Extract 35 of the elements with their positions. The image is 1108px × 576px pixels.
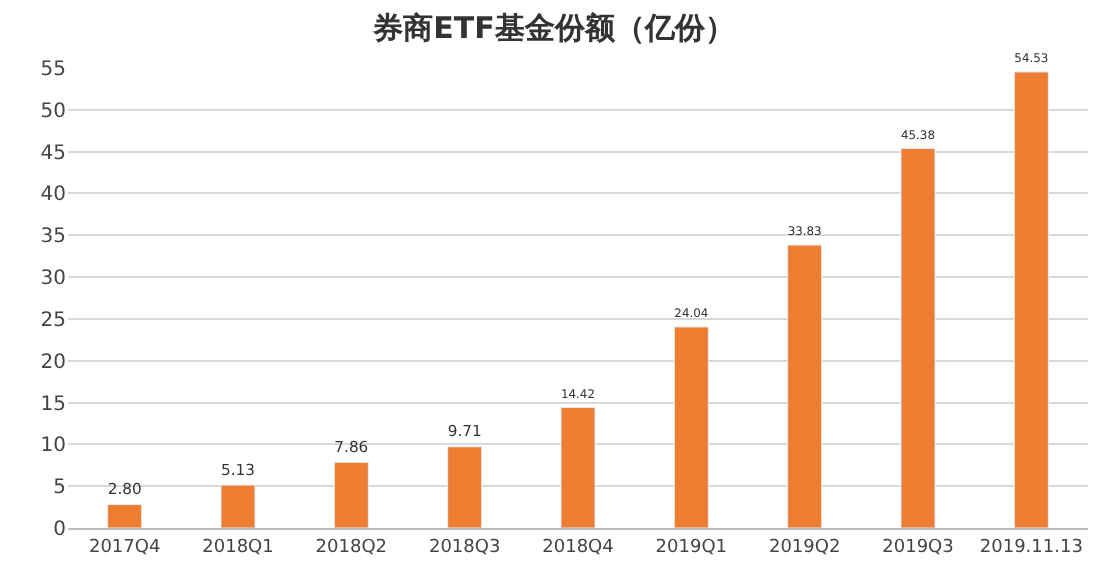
y-tick-label: 10 — [40, 435, 66, 458]
bar — [220, 484, 256, 528]
y-tick-label: 55 — [40, 59, 66, 81]
data-label: 2.80 — [107, 480, 142, 498]
bar — [107, 504, 143, 528]
bar — [447, 446, 483, 528]
y-tick-label: 35 — [40, 226, 66, 249]
y-tick-label: 25 — [40, 309, 66, 332]
x-tick-label: 2018Q2 — [315, 537, 388, 558]
chart-title: 券商ETF基金份额（亿份） — [371, 10, 735, 47]
y-tick-label: 40 — [40, 184, 66, 207]
x-tick-label: 2019Q1 — [655, 537, 728, 558]
y-tick-label: 0 — [53, 519, 66, 541]
bar — [673, 326, 709, 528]
bar — [560, 406, 596, 528]
y-tick-label: 5 — [53, 477, 66, 500]
y-tick-label: 15 — [40, 393, 66, 416]
x-tick-label: 2017Q4 — [88, 537, 161, 558]
x-tick-label: 2018Q4 — [542, 537, 615, 558]
y-tick-label: 30 — [40, 268, 66, 291]
bar — [333, 461, 369, 528]
data-label: 9.71 — [447, 422, 482, 441]
x-tick-label: 2019.11.13 — [979, 537, 1083, 558]
bar — [900, 147, 936, 528]
data-label: 7.86 — [334, 437, 369, 456]
x-tick-label: 2019Q2 — [768, 537, 841, 558]
data-label: 5.13 — [221, 460, 256, 479]
y-tick-label: 20 — [40, 351, 66, 374]
x-tick-label: 2018Q3 — [428, 537, 501, 558]
y-tick-label: 50 — [40, 100, 66, 123]
bar — [787, 244, 823, 528]
y-tick-label: 45 — [40, 142, 66, 165]
x-tick-label: 2019Q3 — [882, 537, 954, 558]
x-tick-label: 2018Q1 — [202, 537, 274, 558]
bar — [1013, 71, 1049, 528]
